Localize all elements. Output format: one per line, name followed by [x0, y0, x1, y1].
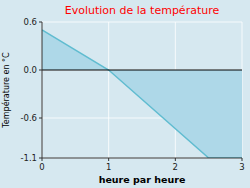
x-tick-label: 3 [239, 162, 244, 172]
grid-line-x [42, 22, 43, 158]
x-axis [42, 158, 242, 159]
x-tick-label: 1 [106, 162, 111, 172]
area-fill [42, 30, 242, 158]
x-tick-label: 2 [173, 162, 178, 172]
zero-line [42, 70, 242, 71]
y-tick [39, 158, 42, 159]
grid-line-x [108, 22, 109, 158]
x-axis-label: heure par heure [99, 174, 186, 185]
plot-area [42, 30, 242, 158]
y-tick [39, 118, 42, 119]
y-tick [39, 70, 42, 71]
grid-line-y [42, 158, 242, 159]
line [42, 30, 242, 158]
y-tick [39, 22, 42, 23]
y-tick-label: 0.0 [23, 65, 37, 75]
y-tick-label: -0.6 [20, 113, 37, 123]
y-tick-label: -1.1 [20, 153, 37, 163]
y-axis [42, 22, 43, 158]
chart-container: 0 1 2 3 -1.1 -0.6 0.0 0.6 Evolution de la tempér… [0, 0, 250, 188]
grid-line-y [42, 22, 242, 23]
background [0, 0, 250, 188]
y-tick-label: 0.6 [23, 17, 37, 27]
grid [42, 22, 242, 158]
y-axis-label: Température en °C [1, 52, 11, 129]
x-tick [108, 158, 109, 161]
grid-line-y [42, 70, 242, 71]
title: Evolution de la température [65, 4, 220, 17]
x-tick [242, 158, 243, 161]
x-tick-label: 0 [39, 162, 44, 172]
chart: 0 1 2 3 -1.1 -0.6 0.0 0.6 Evolution de la tempér… [0, 0, 250, 188]
x-tick [175, 158, 176, 161]
